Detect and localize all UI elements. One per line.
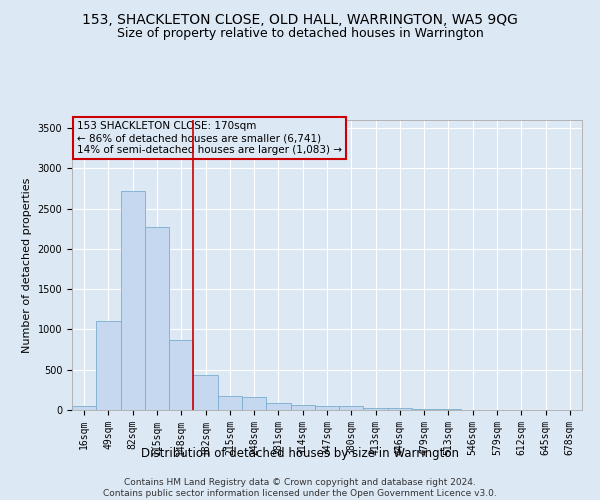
Y-axis label: Number of detached properties: Number of detached properties	[22, 178, 32, 352]
Bar	[169, 340, 193, 410]
Bar	[96, 320, 121, 410]
Bar	[412, 409, 436, 410]
Text: Size of property relative to detached houses in Warrington: Size of property relative to detached ho…	[116, 28, 484, 40]
Bar	[218, 396, 242, 410]
Bar	[145, 227, 169, 410]
Bar	[242, 396, 266, 410]
Bar	[266, 403, 290, 410]
Bar	[72, 406, 96, 410]
Bar	[436, 409, 461, 410]
Bar	[290, 405, 315, 410]
Bar	[339, 406, 364, 410]
Text: Contains HM Land Registry data © Crown copyright and database right 2024.
Contai: Contains HM Land Registry data © Crown c…	[103, 478, 497, 498]
Text: Distribution of detached houses by size in Warrington: Distribution of detached houses by size …	[141, 448, 459, 460]
Bar	[315, 406, 339, 410]
Bar	[388, 408, 412, 410]
Text: 153, SHACKLETON CLOSE, OLD HALL, WARRINGTON, WA5 9QG: 153, SHACKLETON CLOSE, OLD HALL, WARRING…	[82, 12, 518, 26]
Bar	[193, 376, 218, 410]
Bar	[364, 408, 388, 410]
Text: 153 SHACKLETON CLOSE: 170sqm
← 86% of detached houses are smaller (6,741)
14% of: 153 SHACKLETON CLOSE: 170sqm ← 86% of de…	[77, 122, 342, 154]
Bar	[121, 191, 145, 410]
